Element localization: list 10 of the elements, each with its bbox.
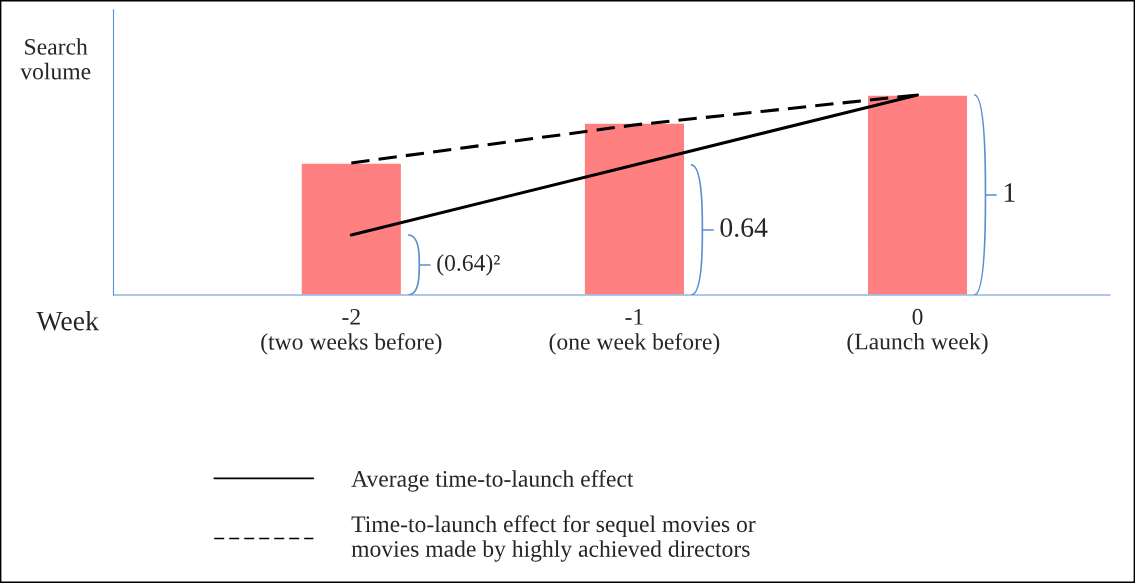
annotation: (0.64)² (437, 254, 500, 276)
y-axis-title: Search volume (20, 38, 91, 80)
legend-label: Average time-to-launch effect (351, 470, 634, 492)
x-tick-label: 0 (Launch week) (847, 308, 988, 355)
x-tick-label: -1 (one week before) (549, 308, 720, 355)
x-tick-label: -2 (two weeks before) (261, 308, 442, 355)
annotation: 1 (1004, 183, 1015, 202)
x-axis-title: Week (36, 310, 99, 331)
annotation: 0.64 (720, 218, 768, 238)
legend-label: Time-to-launch effect for sequel movies or movies made by highly achieved directors (351, 515, 756, 562)
